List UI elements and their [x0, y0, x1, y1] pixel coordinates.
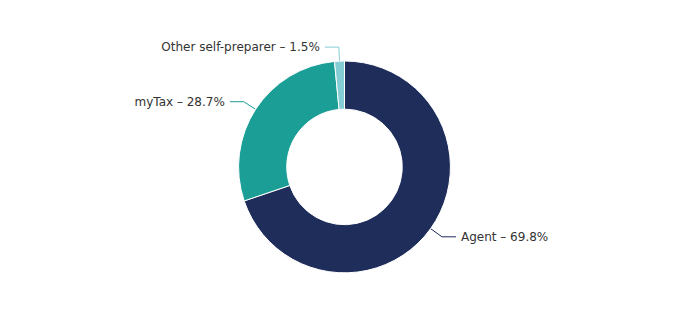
svg-text:Agent – 69.8%: Agent – 69.8% [461, 230, 548, 244]
svg-text:myTax – 28.7%: myTax – 28.7% [135, 95, 225, 109]
svg-text:Other self-preparer – 1.5%: Other self-preparer – 1.5% [161, 40, 320, 54]
